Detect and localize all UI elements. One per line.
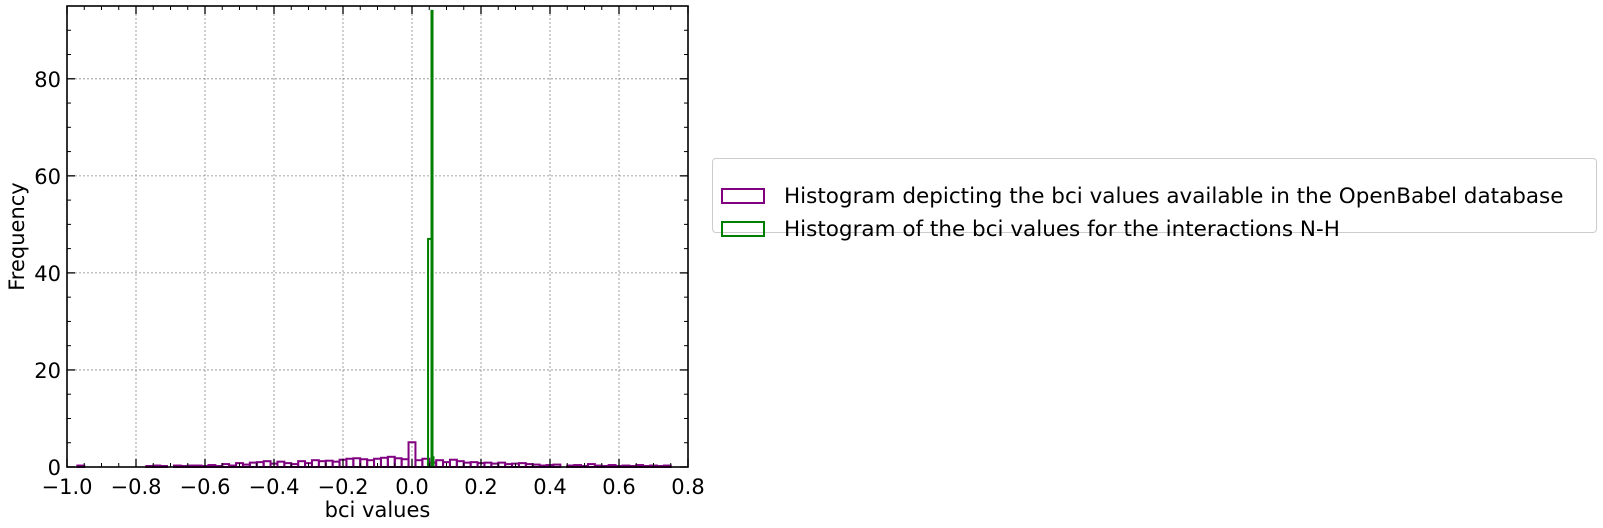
histogram-bin [345,457,355,468]
histogram-bin [352,457,362,468]
x-tick-label: 0.4 [533,475,566,499]
x-tick-label: −0.4 [249,475,300,499]
x-tick-label: 0.8 [671,475,704,499]
histogram-bin [414,459,424,469]
histogram-bin [324,459,334,469]
series-1 [427,9,435,469]
grid-lines [67,6,688,467]
legend-entry-nh: Histogram of the bci values for the inte… [721,214,1340,244]
chart-legend: Histogram depicting the bci values avail… [712,158,1597,242]
legend-swatch-nh [721,221,765,237]
histogram-bin [297,460,307,469]
histogram-bin [400,458,410,468]
x-tick-label: −0.2 [318,475,369,499]
x-tick-label: −0.8 [111,475,162,499]
y-tick-label: 40 [34,262,61,286]
legend-label-openbabel: Histogram depicting the bci values avail… [784,183,1564,209]
histogram-bin [455,460,465,469]
x-tick-label: −1.0 [42,475,93,499]
histogram-bin [310,459,320,469]
legend-entry-openbabel: Histogram depicting the bci values avail… [721,181,1564,211]
y-tick-label: 20 [34,359,61,383]
histogram-bin [379,456,389,468]
y-tick-label: 0 [48,456,61,480]
histogram-bin [386,455,396,469]
legend-swatch-openbabel [721,188,765,204]
histogram-bin [431,456,435,469]
histogram-bin [430,9,434,469]
histogram-bin [435,459,445,469]
histogram-bin [393,457,403,468]
histogram-bin [276,460,286,469]
y-axis-label: Frequency [5,182,29,291]
histogram-bin [448,458,458,468]
x-axis-label: bci values [325,498,431,522]
x-tick-label: 0.2 [464,475,497,499]
axis-ticks [66,5,689,468]
y-tick-label: 60 [34,165,61,189]
axis-tick-labels: −1.0 −0.8 −0.6 −0.4 −0.2 0.0 0.2 0.4 0.6 0.8 0 20 40… [34,68,704,499]
x-tick-label: 0.0 [395,475,428,499]
histogram-bars [76,9,672,469]
histogram-bin [366,459,376,469]
legend-label-nh: Histogram of the bci values for the inte… [784,216,1340,242]
x-tick-label: −0.6 [180,475,231,499]
histogram-bin [262,460,272,469]
histogram-bin [331,460,341,469]
y-tick-label: 80 [34,68,61,92]
series-0 [76,441,672,469]
histogram-bin [317,460,327,469]
histogram-bin [359,458,369,468]
x-tick-label: 0.6 [602,475,635,499]
plot-frame [66,5,689,468]
